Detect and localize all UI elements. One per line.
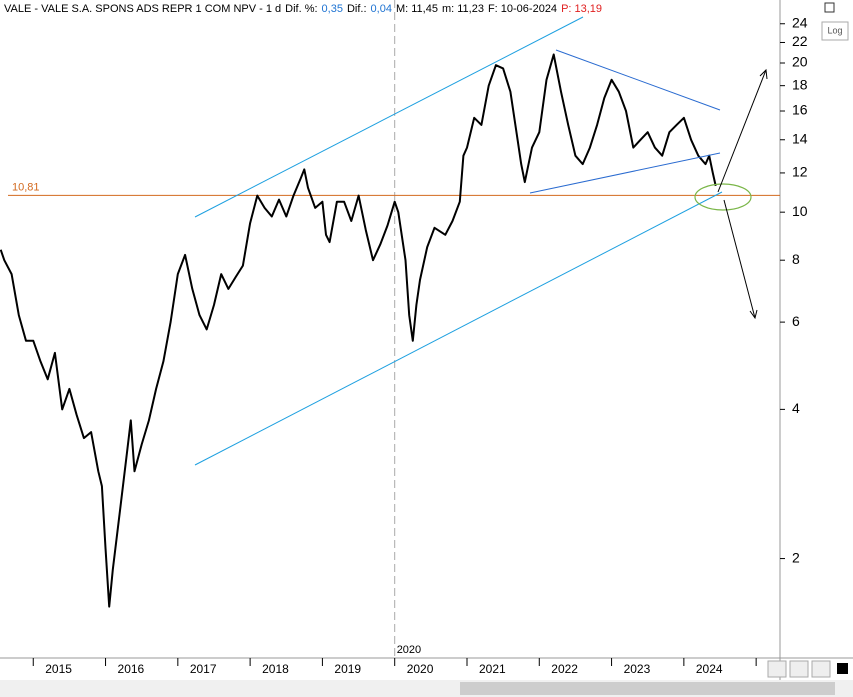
arrows xyxy=(717,68,768,320)
ellipse xyxy=(694,183,752,211)
arrow-down-head xyxy=(749,309,758,320)
y-tick-label: 4 xyxy=(792,400,800,416)
arrow-down xyxy=(723,199,756,319)
x-tick-label: 2024 xyxy=(696,662,723,676)
label: Dif. %: xyxy=(285,3,318,15)
y-tick-label: 12 xyxy=(792,164,808,180)
y-tick-label: 10 xyxy=(792,203,808,219)
y-tick-label: 24 xyxy=(792,14,808,30)
y-tick-label: 2 xyxy=(792,549,800,565)
log-button[interactable] xyxy=(821,21,849,41)
value: 0,35 xyxy=(321,3,343,15)
label: Dif.: xyxy=(346,3,367,15)
tool-button[interactable] xyxy=(767,660,787,678)
y-tick-label: 20 xyxy=(792,54,808,70)
x-tick-label: 2022 xyxy=(551,662,578,676)
y-tick-label: 6 xyxy=(792,313,800,329)
x-tick-label: 2021 xyxy=(479,662,506,676)
max: M: 11,45 xyxy=(395,3,438,15)
scrollbar-thumb[interactable] xyxy=(460,682,835,695)
arrow-up-head xyxy=(759,68,768,80)
tool-button[interactable] xyxy=(789,660,809,678)
y-tick-label: 8 xyxy=(792,251,800,267)
x-tick-label: 2017 xyxy=(190,662,217,676)
channel-upper xyxy=(194,16,584,218)
price: P: 13,19 xyxy=(561,3,603,15)
vline-label: 2020 xyxy=(397,644,421,656)
triangle-upper xyxy=(555,49,721,111)
tool-button[interactable] xyxy=(837,663,848,674)
date: F: 10-06-2024 xyxy=(487,3,558,15)
y-tick-label: 14 xyxy=(792,130,808,146)
symbol: VALE - VALE S.A. SPONS ADS REPR 1 COM NP… xyxy=(4,3,282,15)
trendlines xyxy=(194,16,723,466)
value: 0,04 xyxy=(370,3,392,15)
x-tick-label: 2016 xyxy=(118,662,145,676)
log-button-label: Log xyxy=(827,25,842,35)
x-tick-label: 2023 xyxy=(624,662,651,676)
x-tick-label: 2020 xyxy=(407,662,434,676)
triangle-lower xyxy=(529,152,721,194)
x-tick-label: 2018 xyxy=(262,662,289,676)
price-line xyxy=(0,53,717,608)
header: VALE - VALE S.A. SPONS ADS REPR 1 COM NP… xyxy=(4,3,606,15)
y-tick-label: 22 xyxy=(792,33,808,49)
arrow-up xyxy=(717,69,767,193)
channel-lower xyxy=(194,191,723,466)
window-icon[interactable] xyxy=(824,2,835,13)
hline-label: 10,81 xyxy=(12,181,40,193)
y-tick-label: 18 xyxy=(792,76,808,92)
min: m: 11,23 xyxy=(441,3,484,15)
tool-button[interactable] xyxy=(811,660,831,678)
x-tick-label: 2015 xyxy=(45,662,72,676)
y-tick-label: 16 xyxy=(792,102,808,118)
x-tick-label: 2019 xyxy=(334,662,361,676)
